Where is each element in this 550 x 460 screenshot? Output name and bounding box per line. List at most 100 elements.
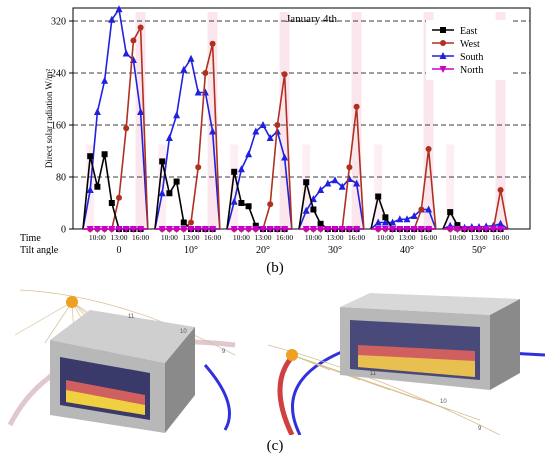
south-data-point — [410, 212, 418, 219]
time-tick-label: 16:00 — [204, 233, 221, 242]
south-data-point — [158, 189, 166, 197]
south-data-point — [353, 179, 361, 187]
south-data-point — [425, 205, 433, 213]
south-data-point — [237, 165, 245, 173]
west-data-point — [267, 201, 274, 208]
north-data-point — [489, 226, 497, 233]
legend-label-south: South — [460, 52, 483, 63]
y-tick-label: 320 — [51, 17, 66, 28]
left-hour-label-10: 10 — [180, 329, 187, 335]
caption-c: (c) — [266, 438, 284, 454]
east-data-point — [382, 214, 389, 221]
east-data-point — [252, 222, 259, 229]
east-data-point — [94, 183, 101, 190]
east-data-point — [454, 222, 461, 229]
north-data-point — [389, 226, 397, 233]
south-data-point — [108, 15, 116, 23]
time-tick-label: 16:00 — [348, 233, 365, 242]
south-data-point — [497, 219, 505, 227]
north-data-point — [237, 226, 245, 233]
south-data-point — [302, 206, 310, 214]
west-highlight-band — [207, 12, 218, 229]
north-data-point — [417, 226, 425, 233]
north-data-point — [324, 226, 332, 233]
south-series-line — [154, 56, 221, 230]
south-data-point — [403, 215, 411, 223]
south-data-point — [209, 127, 217, 135]
radiation-line-chart: 0 80 160 240 320 Direct solar radiation W/m² J… — [20, 5, 531, 255]
west-data-point — [202, 70, 209, 76]
right-box-side — [490, 299, 520, 390]
west-highlight-band — [495, 12, 506, 229]
west-data-point — [209, 40, 216, 47]
south-data-point — [281, 153, 289, 161]
chart-title: January 4th — [286, 13, 338, 25]
north-data-point — [252, 226, 260, 233]
east-data-point — [101, 151, 108, 158]
east-data-point — [303, 179, 310, 186]
north-data-point — [374, 226, 382, 233]
time-tick-label: 16:00 — [420, 233, 437, 242]
south-data-point — [245, 150, 253, 158]
right-hour-label-9: 9 — [478, 426, 482, 432]
east-data-point — [310, 206, 317, 213]
right-box-top — [340, 293, 520, 315]
south-data-point — [317, 186, 325, 193]
south-data-point — [115, 5, 123, 13]
left-orbit-blue — [203, 364, 231, 431]
north-data-point — [453, 226, 461, 233]
north-data-point — [338, 226, 346, 233]
east-data-point — [87, 153, 94, 160]
legend-marker-north — [439, 66, 447, 73]
legend-label-north: North — [460, 65, 483, 76]
left-sun-icon — [66, 296, 78, 308]
west-data-point — [130, 37, 137, 44]
north-data-point — [482, 226, 490, 233]
left-sun-ray — [14, 301, 73, 336]
left-hour-label-9: 9 — [222, 349, 226, 355]
south-series-line — [442, 222, 509, 230]
north-data-point — [273, 226, 281, 233]
north-data-point — [331, 226, 339, 233]
right-orbit-red — [277, 355, 295, 435]
left-floor-heatmap-hot — [66, 390, 145, 415]
south-data-point — [374, 218, 382, 226]
right-hour-label-11: 11 — [370, 371, 377, 377]
time-tick-label: 13:00 — [110, 233, 127, 242]
west-data-point — [497, 187, 504, 193]
time-tick-label: 10:00 — [305, 233, 322, 242]
north-data-point — [165, 226, 173, 233]
east-data-point — [159, 158, 166, 165]
left-hour-label-11: 11 — [128, 314, 135, 320]
north-data-point — [461, 226, 469, 233]
north-data-point — [187, 226, 195, 233]
time-tick-label: 13:00 — [254, 233, 271, 242]
south-data-point — [173, 111, 181, 119]
north-data-point — [353, 226, 361, 233]
north-data-point — [158, 226, 166, 233]
west-data-point — [195, 164, 202, 171]
left-box-side — [165, 327, 195, 433]
left-box-top — [50, 310, 195, 363]
tilt-group-label: 30° — [328, 245, 342, 255]
west-data-point — [418, 206, 425, 213]
y-tick-label: 240 — [51, 69, 66, 80]
tilt-group-label: 10° — [184, 245, 198, 255]
west-highlight-band — [351, 12, 362, 229]
north-data-point — [259, 226, 267, 233]
time-tick-label: 16:00 — [276, 233, 293, 242]
north-data-point — [230, 226, 238, 233]
north-data-point — [317, 226, 325, 233]
south-data-point — [338, 182, 346, 190]
north-data-point — [302, 226, 310, 233]
north-data-point — [468, 226, 476, 233]
south-series-line — [298, 177, 365, 230]
east-highlight-band — [446, 144, 455, 229]
north-data-point — [281, 226, 289, 233]
time-tick-label: 10:00 — [89, 233, 106, 242]
south-data-point — [230, 197, 238, 205]
tilt-group-label: 50° — [472, 245, 486, 255]
y-tick-label: 80 — [56, 173, 66, 184]
west-highlight-band — [279, 12, 290, 229]
east-data-point — [173, 178, 180, 185]
